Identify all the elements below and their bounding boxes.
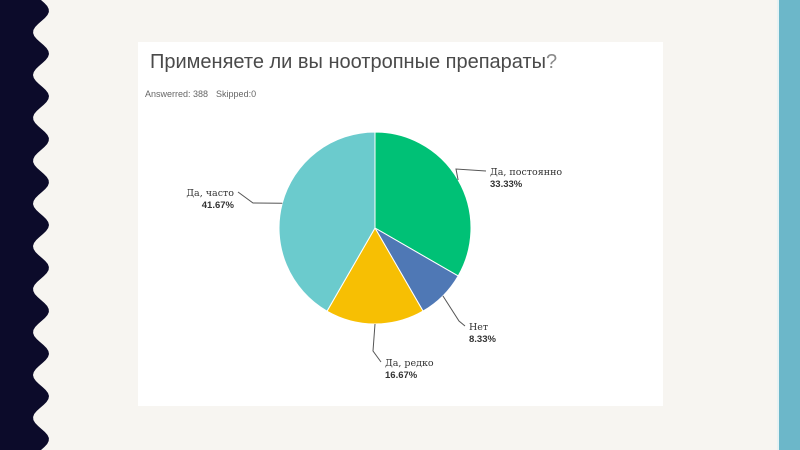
accent-strip-edge <box>777 0 779 450</box>
slice-label: Да, редко <box>385 358 434 369</box>
question-text: Применяете ли вы ноотропные препараты <box>150 51 547 73</box>
pie-slice <box>374 131 472 277</box>
pie-slice <box>278 131 376 312</box>
slice-value-label: 8.33% <box>469 334 496 345</box>
slice-label: Да, часто <box>186 188 234 199</box>
slice-label: Да, постоянно <box>490 167 562 178</box>
question-mark: ? <box>546 51 558 73</box>
response-stats: Answerred: 388 Skipped:0 <box>145 89 256 99</box>
leader-line <box>372 323 382 363</box>
slice-value-label: 33.33% <box>490 179 523 190</box>
slice-value-label: 16.67% <box>385 370 418 381</box>
answered-count: Answerred: 388 <box>145 89 209 99</box>
accent-strip <box>779 0 800 450</box>
skipped-count: Skipped:0 <box>216 89 257 99</box>
survey-card: Применяете ли вы ноотропные препараты? A… <box>138 42 663 406</box>
leader-line <box>455 168 487 181</box>
leader-line <box>442 295 466 327</box>
pie-slice <box>326 227 424 325</box>
slice-value-label: 41.67% <box>202 200 235 211</box>
question-title: Применяете ли вы ноотропные препараты? <box>150 51 557 74</box>
wavy-border-decoration <box>0 0 49 450</box>
leader-line <box>237 191 283 204</box>
slice-label: Нет <box>469 322 488 333</box>
